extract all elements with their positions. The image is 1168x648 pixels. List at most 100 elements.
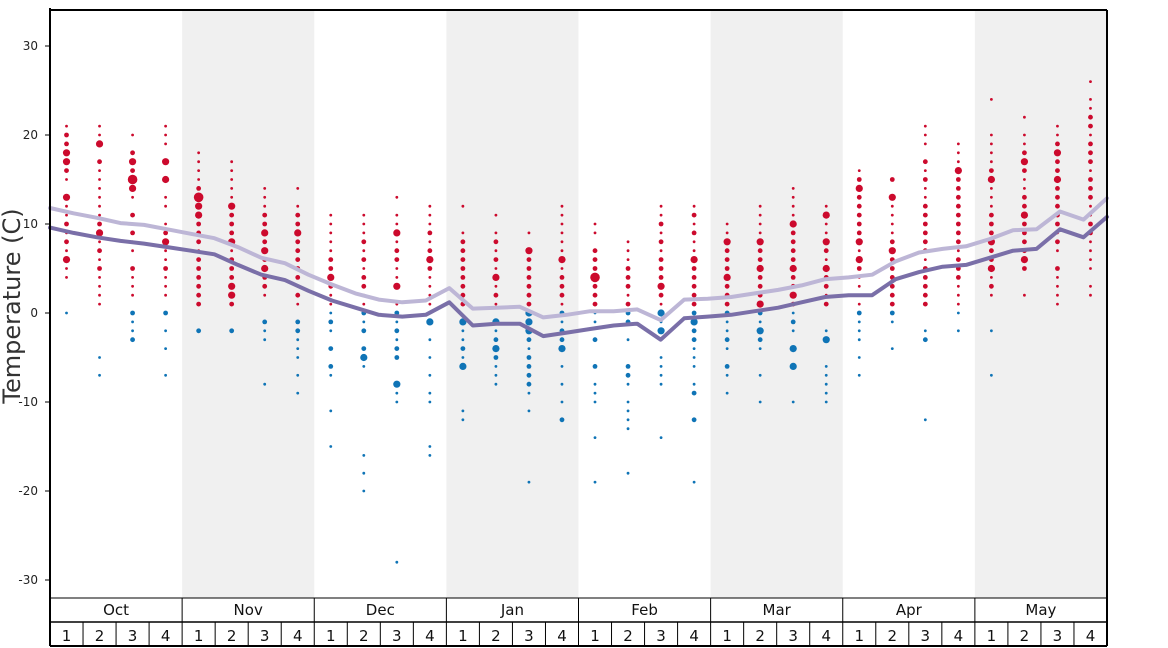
- temperature-dot: [988, 168, 994, 174]
- temperature-dot: [691, 283, 697, 289]
- temperature-dot: [658, 292, 664, 298]
- temperature-dot: [690, 318, 698, 326]
- temperature-dot: [923, 195, 927, 199]
- temperature-dot: [460, 283, 466, 289]
- temperature-dot: [493, 239, 499, 245]
- temperature-dot: [560, 302, 564, 306]
- temperature-dot: [295, 257, 301, 262]
- temperature-dot: [856, 203, 862, 209]
- temperature-dot: [725, 373, 729, 377]
- week-label: 3: [788, 627, 798, 645]
- temperature-dot: [789, 362, 797, 370]
- temperature-dot: [164, 222, 168, 226]
- temperature-dot: [494, 249, 498, 253]
- temperature-dot: [789, 264, 797, 273]
- temperature-dot: [1089, 249, 1092, 253]
- temperature-dot: [592, 248, 598, 254]
- temperature-dot: [526, 283, 532, 289]
- temperature-dot: [956, 249, 960, 253]
- temperature-dot: [791, 213, 795, 217]
- temperature-dot: [756, 238, 764, 246]
- temperature-dot: [494, 373, 498, 377]
- temperature-dot: [97, 266, 102, 271]
- week-label: 2: [95, 627, 105, 645]
- temperature-dot: [263, 293, 267, 297]
- temperature-dot: [98, 302, 101, 306]
- temperature-dot: [164, 133, 168, 137]
- temperature-dot: [725, 320, 729, 324]
- temperature-dot: [757, 275, 763, 280]
- temperature-dot: [131, 293, 134, 297]
- temperature-dot: [428, 356, 432, 359]
- temperature-dot: [164, 276, 168, 279]
- temperature-dot: [64, 239, 69, 245]
- temperature-dot: [692, 222, 696, 226]
- temperature-dot: [428, 213, 432, 217]
- temperature-dot: [362, 471, 366, 475]
- temperature-dot: [395, 222, 399, 226]
- temperature-dot: [888, 247, 896, 255]
- temperature-dot: [757, 283, 763, 289]
- temperature-dot: [560, 249, 564, 253]
- temperature-dot: [1023, 115, 1026, 119]
- temperature-dot: [1088, 150, 1093, 156]
- temperature-dot: [362, 489, 366, 493]
- temperature-dot: [659, 373, 663, 377]
- temperature-dot: [724, 301, 730, 307]
- temperature-dot: [196, 275, 202, 280]
- temperature-dot: [560, 320, 564, 324]
- temperature-dot: [790, 275, 796, 280]
- y-axis-label: Temperature (C): [0, 208, 26, 404]
- temperature-dot: [98, 213, 101, 217]
- temperature-dot: [593, 480, 597, 484]
- temperature-dot: [1023, 178, 1026, 181]
- temperature-dot: [823, 283, 829, 289]
- temperature-dot: [98, 373, 101, 377]
- temperature-dot: [427, 266, 433, 271]
- week-label: 2: [359, 627, 369, 645]
- temperature-dot: [197, 160, 201, 164]
- temperature-dot: [460, 266, 466, 271]
- temperature-dot: [296, 338, 300, 342]
- temperature-dot: [692, 356, 696, 359]
- temperature-dot: [989, 373, 993, 377]
- temperature-dot: [592, 266, 598, 271]
- temperature-dot: [97, 159, 102, 165]
- temperature-dot: [196, 301, 202, 307]
- temperature-dot: [1088, 114, 1093, 120]
- week-label: 3: [128, 627, 138, 645]
- temperature-dot: [592, 364, 598, 369]
- temperature-dot: [758, 231, 762, 235]
- temperature-dot: [1023, 133, 1026, 137]
- temperature-dot: [989, 195, 993, 199]
- temperature-dot: [131, 249, 134, 253]
- temperature-dot: [361, 275, 367, 280]
- temperature-dot: [526, 355, 532, 360]
- week-label: 4: [161, 627, 171, 645]
- temperature-dot: [98, 178, 101, 181]
- temperature-dot: [461, 418, 465, 422]
- temperature-dot: [164, 347, 168, 350]
- temperature-dot: [889, 239, 895, 245]
- temperature-dot: [525, 247, 533, 255]
- temperature-dot: [362, 249, 366, 253]
- temperature-dot: [923, 329, 927, 333]
- temperature-dot: [922, 275, 928, 280]
- temperature-dot: [889, 301, 895, 307]
- temperature-dot: [559, 283, 565, 289]
- temperature-dot: [360, 353, 368, 362]
- temperature-dot: [131, 284, 134, 288]
- temperature-dot: [954, 167, 962, 175]
- temperature-dot: [989, 293, 993, 297]
- temperature-dot: [427, 230, 433, 236]
- temperature-dot: [988, 283, 994, 289]
- temperature-dot: [923, 187, 927, 190]
- temperature-dot: [724, 248, 730, 254]
- temperature-dot: [164, 373, 168, 377]
- temperature-dot: [361, 239, 367, 245]
- temperature-dot: [296, 187, 300, 190]
- temperature-dot: [791, 204, 795, 208]
- temperature-dot: [593, 222, 597, 226]
- shade-may: [974, 10, 1107, 598]
- temperature-dot: [131, 195, 134, 199]
